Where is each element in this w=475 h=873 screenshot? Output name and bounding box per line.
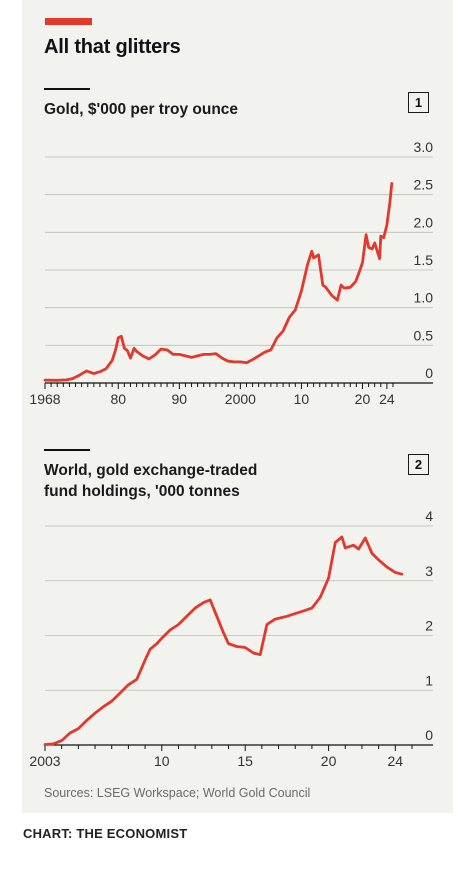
- series-line: [43, 182, 394, 382]
- x-tick-label: 2000: [225, 391, 256, 407]
- chart1-subtitle: Gold, $'000 per troy ounce: [44, 101, 239, 118]
- y-tick-label: 3.0: [414, 139, 434, 155]
- y-tick-label: 2.0: [414, 214, 434, 230]
- x-tick-label: 15: [237, 753, 253, 769]
- accent-bar: [45, 18, 92, 25]
- x-tick-label: 20: [321, 753, 337, 769]
- x-tick-label: 24: [388, 753, 404, 769]
- x-tick-label: 10: [294, 391, 310, 407]
- x-tick-label: 1968: [29, 391, 60, 407]
- chart1-header-rule: [44, 88, 90, 90]
- chart2-subtitle-line2: fund holdings, '000 tonnes: [44, 483, 240, 500]
- chart2-number-badge: 2: [408, 454, 429, 475]
- x-tick-label: 20: [355, 391, 371, 407]
- y-tick-label: 0: [425, 365, 433, 381]
- x-tick-label: 10: [154, 753, 170, 769]
- x-tick-label: 24: [379, 391, 395, 407]
- y-tick-label: 0.5: [414, 327, 434, 343]
- y-tick-label: 2: [425, 618, 433, 634]
- chart2-header-rule: [44, 449, 90, 451]
- y-tick-label: 3: [425, 563, 433, 579]
- y-tick-label: 0: [425, 727, 433, 743]
- chart-title: All that glitters: [44, 36, 181, 58]
- x-tick-label: 90: [172, 391, 188, 407]
- x-tick-label: 2003: [29, 753, 60, 769]
- y-tick-label: 4: [425, 508, 433, 524]
- sources-note: Sources: LSEG Workspace; World Gold Coun…: [44, 786, 311, 800]
- chart-panel: [22, 0, 453, 813]
- y-tick-label: 1.5: [414, 252, 434, 268]
- x-tick-label: 80: [110, 391, 126, 407]
- series-line: [43, 535, 404, 746]
- y-tick-label: 2.5: [414, 177, 434, 193]
- y-tick-label: 1: [425, 672, 433, 688]
- chart2-subtitle-line1: World, gold exchange-traded: [44, 462, 258, 479]
- chart1-number-badge: 1: [408, 92, 429, 113]
- chart-credit: CHART: THE ECONOMIST: [23, 826, 188, 841]
- y-tick-label: 1.0: [414, 290, 434, 306]
